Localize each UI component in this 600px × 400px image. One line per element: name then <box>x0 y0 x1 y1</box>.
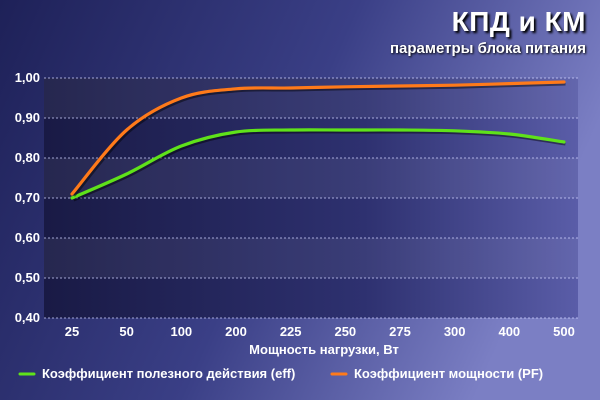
y-tick-label: 0,60 <box>15 230 40 245</box>
y-tick-label: 0,40 <box>15 310 40 325</box>
y-tick-label: 0,70 <box>15 190 40 205</box>
y-tick-label: 0,90 <box>15 110 40 125</box>
chart-subtitle: параметры блока питания <box>389 40 586 57</box>
y-tick-label: 0,80 <box>15 150 40 165</box>
x-tick-label: 225 <box>280 324 302 339</box>
x-tick-label: 275 <box>389 324 411 339</box>
legend-label: Коэффициент полезного действия (eff) <box>42 366 295 381</box>
x-tick-label: 300 <box>444 324 466 339</box>
x-tick-label: 100 <box>170 324 192 339</box>
y-tick-label: 0,50 <box>15 270 40 285</box>
x-axis-label: Мощность нагрузки, Вт <box>249 342 399 357</box>
legend-label: Коэффициент мощности (PF) <box>354 366 543 381</box>
grid-band <box>44 158 578 198</box>
x-tick-label: 250 <box>334 324 356 339</box>
x-tick-label: 500 <box>553 324 575 339</box>
chart-title: КПД и КМ <box>451 6 586 37</box>
grid-band <box>44 238 578 278</box>
x-tick-label: 200 <box>225 324 247 339</box>
y-tick-label: 1,00 <box>15 70 40 85</box>
efficiency-line <box>70 128 566 200</box>
power-factor-line <box>70 80 566 196</box>
x-tick-label: 400 <box>498 324 520 339</box>
x-tick-label: 25 <box>65 324 79 339</box>
x-tick-label: 50 <box>119 324 133 339</box>
